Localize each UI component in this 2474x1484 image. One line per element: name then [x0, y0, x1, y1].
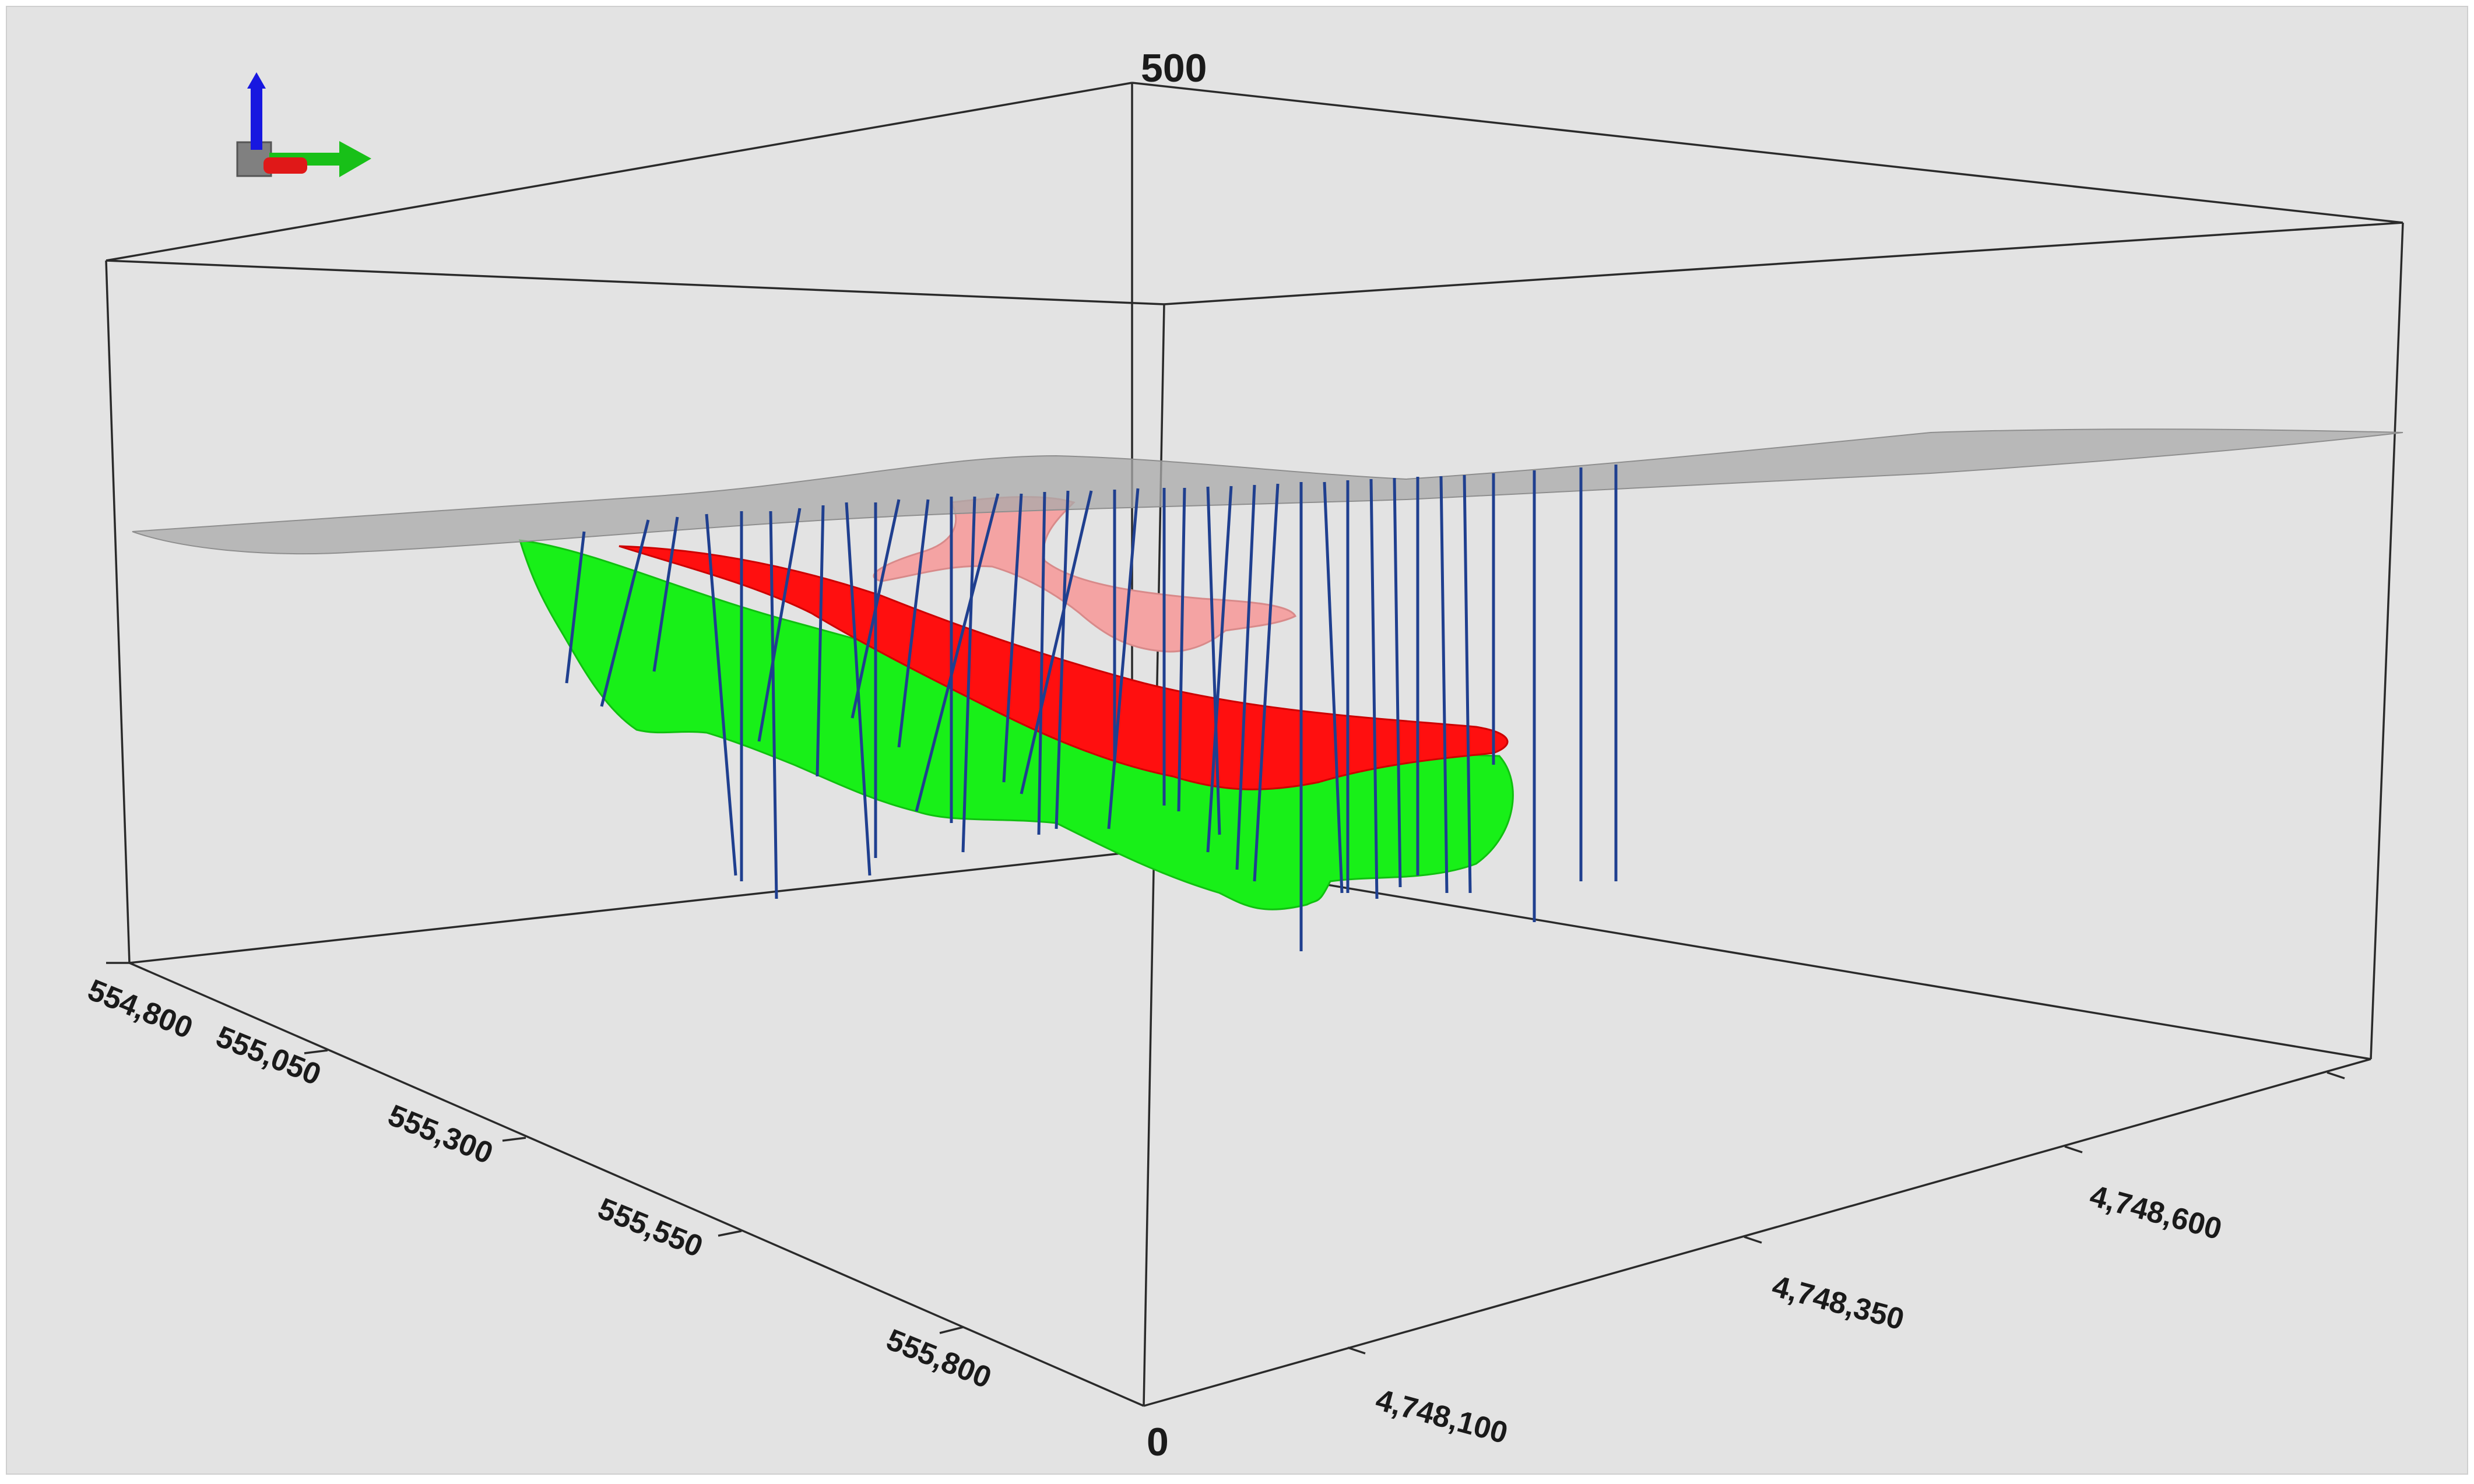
box-edge-bottom-front-left: [129, 962, 1144, 1407]
drillhole: [816, 505, 825, 777]
drillhole: [1439, 476, 1449, 894]
z-axis-bottom-label: 0: [1147, 1420, 1169, 1464]
drillhole: [565, 531, 586, 684]
drillhole: [1393, 477, 1402, 888]
x-axis-tick-label: 555,300: [384, 1098, 498, 1170]
box-edge-top-right: [1131, 82, 2403, 224]
drillhole: [1107, 488, 1140, 829]
y-axis-tick-label: 4,748,350: [1769, 1270, 1907, 1337]
3d-scene-canvas[interactable]: 500 0 554,800 555,050 555,300 555,550 55…: [6, 6, 2468, 1475]
drillhole: [1206, 486, 1221, 835]
drillhole: [915, 493, 1000, 812]
x-axis-tick-label: 554,800: [83, 973, 198, 1045]
drillhole: [1055, 490, 1070, 829]
drillhole: [1323, 481, 1344, 894]
drillhole: [1020, 490, 1093, 794]
y-axis-tick-label: 4,748,100: [1372, 1383, 1511, 1451]
box-edge-front-top-right: [1164, 221, 2403, 305]
drillhole: [652, 516, 679, 672]
drillhole: [851, 499, 901, 719]
box-edge-left-vertical: [105, 260, 131, 963]
z-axis-top-label: 500: [1141, 46, 1207, 90]
drillholes[interactable]: [565, 465, 1618, 951]
box-edge-bottom-back-left: [129, 851, 1133, 964]
topography-surface[interactable]: [132, 428, 2403, 555]
box-edge-right-vertical: [2370, 222, 2404, 1060]
y-axis-ticks: [1347, 1071, 2345, 1355]
drillhole: [600, 519, 650, 707]
drillhole: [897, 499, 930, 748]
drillhole: [757, 508, 802, 742]
drillhole: [769, 511, 778, 899]
drillhole: [961, 496, 976, 853]
drillhole: [1369, 479, 1379, 899]
box-edge-bottom-back-right: [1131, 851, 2371, 1060]
drillhole: [1463, 474, 1472, 894]
drillhole: [1002, 493, 1023, 783]
x-axis-tick-label: 555,050: [212, 1019, 326, 1092]
xyz-axis-triad-icon[interactable]: [236, 72, 371, 177]
x-axis-ticks: [106, 962, 964, 1334]
drillhole: [1235, 484, 1256, 870]
box-edge-top-left: [106, 82, 1133, 262]
drillhole: [1037, 491, 1046, 835]
scene-svg: 500 0 554,800 555,050 555,300 555,550 55…: [83, 46, 2404, 1464]
drillhole: [705, 514, 737, 876]
y-axis-tick-label: 4,748,600: [2086, 1179, 2225, 1247]
drillhole: [1177, 487, 1186, 812]
drillhole: [1206, 486, 1233, 853]
x-axis-tick-label: 555,550: [593, 1191, 708, 1264]
drillhole: [1253, 483, 1280, 882]
box-edge-front-top-left: [106, 259, 1165, 305]
